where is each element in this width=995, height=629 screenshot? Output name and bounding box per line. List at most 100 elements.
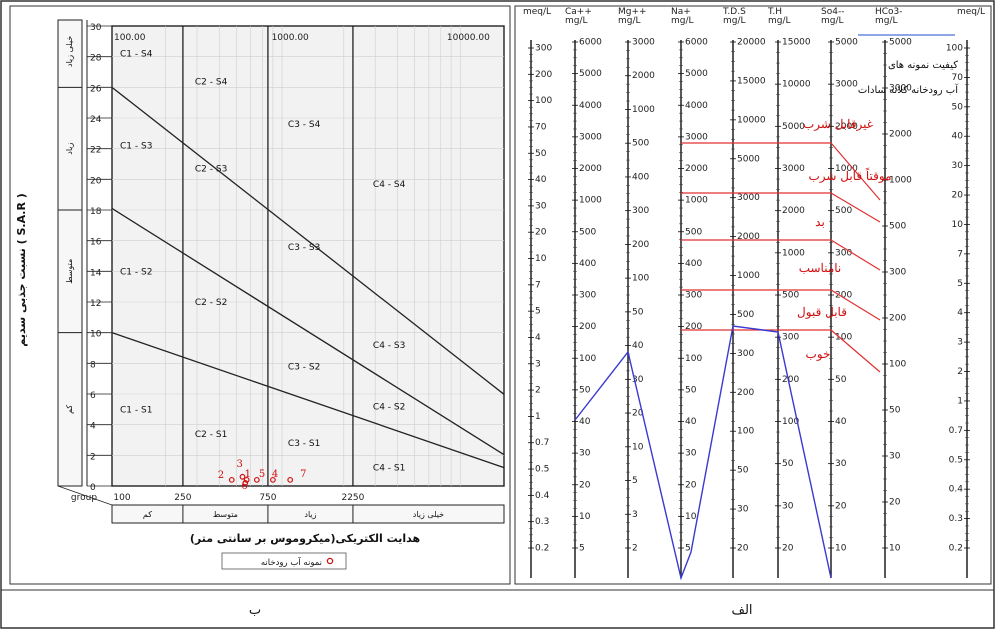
schoeller-column-header-unit: mg/L	[875, 16, 898, 26]
wilcox-y-tick-label: 10	[90, 330, 102, 340]
caption-right: الف	[731, 603, 752, 618]
schoeller-tick-label: 0.3	[949, 514, 963, 524]
wilcox-bottom-axis: group 100 250 750 2250	[57, 485, 365, 506]
schoeller-quality-lines	[681, 142, 881, 373]
schoeller-tick-label: 100	[889, 360, 906, 370]
schoeller-tick-label: 10	[535, 254, 547, 264]
wilcox-top-tick-label: 100.00	[114, 33, 146, 43]
wilcox-class-label: C4 - S2	[373, 402, 405, 412]
schoeller-tick-label: 30	[782, 501, 794, 511]
schoeller-tick-label: 10	[685, 512, 697, 522]
schoeller-tick-label: 5000	[782, 122, 805, 132]
wilcox-sodium-hazard-lines	[111, 86, 505, 469]
schoeller-tick-label: 30	[952, 161, 964, 171]
wilcox-salinity-class-label: متوسط	[213, 510, 238, 519]
wilcox-class-label: C1 - S4	[120, 50, 153, 60]
wilcox-class-label: C4 - S1	[373, 464, 405, 474]
wilcox-salinity-class-bar: کم متوسط زیاد خیلی زیاد	[111, 504, 505, 524]
wilcox-sample-point	[270, 476, 276, 483]
wilcox-sodium-bar-frame	[57, 19, 83, 487]
schoeller-panel-frame	[514, 5, 992, 585]
wilcox-top-tick-label: 10000.00	[447, 33, 490, 43]
schoeller-tick-label: 0.2	[949, 544, 963, 554]
schoeller-column-header: So4--	[821, 7, 844, 17]
wilcox-y-tick-label: 28	[90, 54, 102, 64]
schoeller-tick-label: 500	[835, 206, 852, 216]
schoeller-tick-label: 3	[632, 510, 638, 520]
wilcox-y-tick-label: 26	[90, 84, 102, 94]
schoeller-tick-label: 100	[632, 274, 649, 284]
wilcox-corner-diagonal	[57, 485, 113, 506]
wilcox-sample-label: 7	[300, 469, 306, 480]
schoeller-tick-label: 30	[535, 201, 547, 211]
wilcox-y-tick-label: 2	[90, 452, 96, 462]
schoeller-tick-label: 40	[685, 417, 697, 427]
schoeller-column-header-unit: mg/L	[723, 16, 746, 26]
caption-left: ب	[249, 603, 261, 618]
schoeller-tick-label: 1000	[835, 164, 858, 174]
wilcox-sample-label: 3	[236, 459, 242, 470]
schoeller-tick-label: 2000	[835, 122, 858, 132]
schoeller-tick-label: 200	[579, 322, 596, 332]
schoeller-column-header-unit: mg/L	[565, 16, 588, 26]
schoeller-tick-label: 100	[685, 354, 702, 364]
schoeller-tick-label: 3	[957, 338, 963, 348]
schoeller-tick-label: 1000	[737, 271, 760, 281]
wilcox-salinity-class-label: خیلی زیاد	[413, 510, 444, 519]
wilcox-class-label: C4 - S3	[373, 341, 405, 351]
wilcox-y-tick-label: 24	[90, 115, 102, 125]
wilcox-class-label: C3 - S1	[288, 439, 320, 449]
wilcox-class-label: C4 - S4	[373, 180, 406, 190]
schoeller-column-header: Ca++	[565, 7, 592, 17]
schoeller-tick-label: 10	[889, 544, 901, 554]
schoeller-tick-label: 10	[835, 544, 847, 554]
wilcox-salinity-class-label: زیاد	[304, 510, 316, 519]
schoeller-tick-label: 200	[737, 388, 754, 398]
wilcox-hazard-line	[111, 207, 505, 456]
schoeller-tick-label: 500	[632, 139, 649, 149]
wilcox-class-label: C1 - S1	[120, 405, 152, 415]
wilcox-class-boundaries	[182, 26, 354, 486]
schoeller-tick-label: 1000	[579, 196, 602, 206]
schoeller-tick-label: 20	[782, 544, 794, 554]
schoeller-column-header: T.H	[767, 7, 782, 17]
schoeller-tick-label: 3000	[889, 84, 912, 94]
wilcox-legend-box	[221, 552, 347, 570]
schoeller-tick-label: 50	[952, 102, 964, 112]
schoeller-column-header: meq/L	[957, 7, 985, 17]
schoeller-tick-label: 5000	[835, 38, 858, 48]
wilcox-class-label: C2 - S2	[195, 298, 227, 308]
wilcox-bottom-tick-label: 2250	[341, 493, 364, 503]
wilcox-diagram: 100.00 1000.00 10000.00 302826242220181614…	[15, 19, 505, 570]
wilcox-y-tick-label: 14	[90, 268, 102, 278]
wilcox-y-tick-label: 0	[90, 483, 96, 493]
schoeller-tick-label: 10000	[737, 115, 766, 125]
wilcox-y-axis-label: نسبت جذبی سدیم ( S.A.R )	[15, 193, 28, 347]
schoeller-tick-label: 400	[579, 259, 596, 269]
schoeller-tick-label: 20	[889, 498, 901, 508]
schoeller-tick-label: 70	[952, 73, 964, 83]
schoeller-tick-label: 2000	[685, 164, 708, 174]
schoeller-tick-label: 20000	[737, 38, 766, 48]
schoeller-quality-label: قابل قبول	[797, 305, 847, 319]
schoeller-quality-label: نامناسب	[799, 261, 842, 275]
schoeller-tick-label: 5	[685, 544, 691, 554]
schoeller-tick-label: 3000	[632, 38, 655, 48]
schoeller-tick-label: 100	[535, 96, 552, 106]
schoeller-tick-label: 30	[579, 449, 591, 459]
schoeller-tick-label: 2000	[737, 232, 760, 242]
schoeller-tick-label: 0.7	[535, 438, 549, 448]
schoeller-tick-label: 1000	[782, 248, 805, 258]
schoeller-tick-label: 30	[835, 459, 847, 469]
schoeller-tick-label: 20	[685, 480, 697, 490]
schoeller-tick-label: 5	[957, 279, 963, 289]
wilcox-y-tick-label: 22	[90, 146, 101, 156]
schoeller-tick-label: 5000	[737, 154, 760, 164]
schoeller-tick-label: 40	[535, 175, 547, 185]
schoeller-tick-label: 300	[535, 44, 552, 54]
wilcox-sodium-class-bar: کم متوسط زیاد خیلی زیاد	[57, 19, 83, 487]
wilcox-y-tick-label: 30	[90, 23, 102, 33]
schoeller-quality-label: خوب	[806, 347, 831, 361]
